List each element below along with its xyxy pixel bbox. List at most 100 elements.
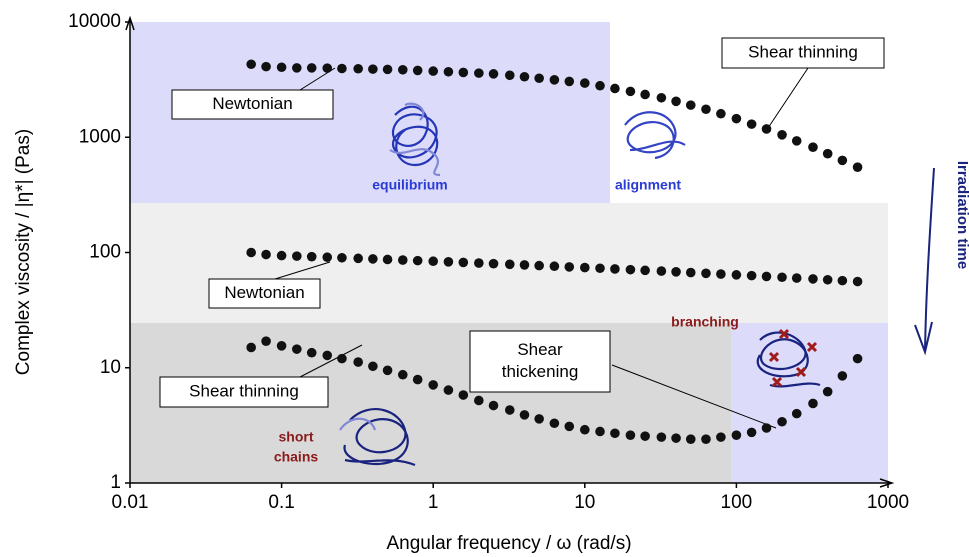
data-point [246,59,256,70]
data-point [761,124,772,134]
data-point [580,78,590,88]
data-point [837,275,848,286]
data-point [337,63,347,74]
data-point [337,353,347,364]
data-point [716,432,726,442]
x-tick-label: 100 [721,492,753,513]
data-point [716,269,726,279]
data-point [549,418,560,429]
data-point [822,274,833,285]
leader-line [767,67,809,129]
polymer-icon [624,111,686,160]
data-point [746,427,757,438]
data-point [397,255,408,265]
data-point [474,395,484,406]
data-point [322,252,333,263]
data-point [276,62,287,73]
data-point [777,130,787,140]
data-point [353,63,363,74]
data-point [534,260,544,271]
data-point [822,386,833,397]
data-point [808,142,818,152]
data-point [382,254,393,265]
data-point [564,421,575,432]
data-point [625,430,636,440]
data-point [353,357,363,367]
data-point [671,267,681,277]
region-label: alignment [615,177,681,193]
annotation: Shear thinning [748,42,858,61]
data-point [671,96,681,107]
data-point [488,400,499,411]
data-point [292,63,302,73]
data-point [640,265,650,276]
data-point [504,259,515,270]
x-tick-label: 1000 [867,492,909,513]
y-tick-label: 1000 [79,126,121,147]
branch-mark [768,328,818,388]
annotation: Shear [517,340,563,359]
annotation-box [171,89,334,120]
annotation: Shear thinning [189,381,299,400]
data-point [306,347,317,358]
data-point [595,263,605,274]
data-point [261,249,271,260]
data-point [685,267,696,278]
data-point [837,155,848,166]
data-point [397,369,408,380]
data-point [685,434,696,444]
data-point [519,260,530,270]
annotation-box [721,37,885,69]
data-point [276,250,287,261]
data-point [412,255,423,266]
y-axis-label: Complex viscosity / |η*| (Pas) [13,129,34,375]
region-label: chains [274,449,319,465]
data-point [701,104,711,115]
data-point [368,254,378,264]
polymer-icon [343,408,416,467]
data-point [261,336,271,346]
x-axis-label: Angular frequency / ω (rad/s) [386,533,631,554]
data-point [761,423,772,433]
polymer-icon [389,102,441,177]
data-point [519,71,530,82]
data-point [246,247,256,258]
data-point [428,380,439,390]
data-point [822,148,833,159]
data-point [852,353,863,364]
data-point [353,253,363,264]
annotation: thickening [502,362,579,381]
data-point [564,76,575,87]
data-point [488,69,499,79]
data-point [731,430,742,440]
x-tick-label: 10 [574,492,595,513]
annotation: Newtonian [224,283,304,302]
data-point [488,258,499,269]
data-point [656,266,667,276]
data-point [322,350,333,361]
data-point [246,342,256,353]
data-point [549,261,560,272]
data-point [474,258,484,268]
annotation: Newtonian [212,94,292,113]
side-label: Irradiation time [954,161,969,269]
polymer-icon [339,417,377,431]
data-point [701,268,711,279]
data-point [458,67,469,78]
data-point [746,119,757,129]
data-point [837,371,848,381]
data-point [852,162,863,172]
data-point [504,405,515,415]
data-point [595,80,605,91]
polymer-icon [391,105,439,167]
data-point [580,262,590,273]
annotation-box [208,278,321,309]
data-point [368,361,378,372]
annotation-box [159,376,329,408]
data-point [292,344,302,354]
data-point [808,274,818,284]
data-point [701,434,711,444]
y-tick-label: 100 [89,242,121,263]
x-tick-label: 1 [428,492,439,513]
